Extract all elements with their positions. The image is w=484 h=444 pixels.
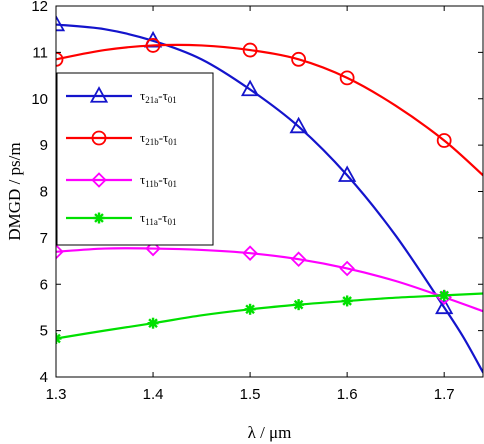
data-point-11b-1 (145, 240, 161, 257)
y-tick-label: 8 (40, 184, 48, 201)
legend-marker (91, 130, 107, 146)
data-point-11a-5 (438, 289, 450, 301)
y-tick-label: 4 (40, 369, 48, 386)
legend-marker (93, 212, 105, 224)
y-tick-label: 12 (31, 0, 48, 15)
x-axis-label: λ / μm (248, 423, 292, 442)
y-tick-label: 5 (40, 323, 48, 340)
legend-item-11a: τ11a-τ01 (66, 210, 176, 227)
data-point-21a-2 (240, 79, 260, 97)
legend-item-21a: τ21a-τ01 (66, 86, 177, 105)
data-point-11b-4 (339, 260, 355, 277)
series-21b (56, 38, 483, 177)
data-point-11a-2 (244, 303, 256, 315)
legend-marker (89, 86, 109, 103)
series-layer (56, 14, 483, 374)
data-point-11a-1 (147, 317, 159, 329)
data-point-11a-4 (341, 295, 353, 307)
data-point-21a-0 (56, 14, 66, 32)
data-point-21b-0 (56, 51, 64, 67)
legend-label: τ21b-τ01 (140, 130, 177, 147)
x-tick-label: 1.4 (143, 386, 164, 403)
y-tick-label: 7 (40, 230, 48, 247)
data-point-21b-5 (436, 133, 452, 148)
data-point-21b-4 (339, 70, 355, 86)
x-tick-label: 1.3 (46, 386, 67, 403)
data-point-21b-2 (242, 42, 258, 58)
axis-ticks: 1.3 1.4 1.5 1.6 1.7 4 5 6 7 8 9 10 11 12 (31, 0, 483, 403)
data-point-21a-4 (338, 165, 357, 182)
data-point-21a-5 (435, 297, 454, 315)
series-line-21b (56, 43, 483, 177)
legend-label: τ11b-τ01 (140, 172, 177, 189)
data-point-11a-3 (293, 299, 305, 311)
y-tick-label: 11 (32, 44, 48, 61)
data-point-21b-1 (145, 38, 161, 53)
data-point-11b-3 (290, 251, 307, 267)
legend-marker (91, 172, 107, 188)
data-point-11a-0 (56, 333, 62, 345)
series-line-11b (56, 247, 483, 313)
y-tick-label: 9 (40, 137, 48, 154)
x-tick-label: 1.7 (434, 386, 455, 403)
series-line-21a (56, 23, 483, 374)
x-tick-label: 1.5 (240, 386, 261, 403)
legend-box (56, 72, 214, 246)
y-tick-label: 10 (31, 91, 48, 108)
legend-item-11b: τ11b-τ01 (66, 172, 177, 189)
data-point-11b-0 (56, 244, 64, 260)
data-point-21a-3 (289, 116, 308, 134)
series-line-11a (56, 292, 483, 340)
legend: τ21a-τ01 τ21b-τ01 τ11b-τ01 τ11a-τ01 (56, 72, 214, 246)
y-tick-label: 6 (40, 276, 48, 293)
legend-label: τ11a-τ01 (140, 210, 176, 227)
legend-label: τ21a-τ01 (140, 88, 177, 105)
data-point-11b-2 (242, 245, 258, 261)
legend-item-21b: τ21b-τ01 (66, 130, 177, 147)
series-11a (56, 289, 483, 345)
x-tick-label: 1.6 (337, 386, 358, 403)
y-axis-label: DMGD / ps/m (5, 142, 24, 240)
data-point-21b-3 (291, 51, 307, 67)
